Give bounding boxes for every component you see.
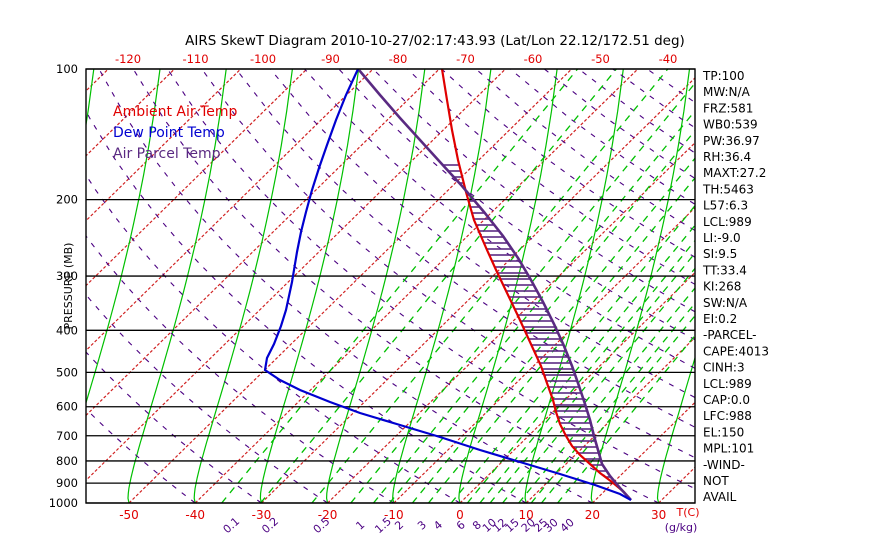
sounding-curves (263, 69, 632, 501)
legend-label-1: Ambient Air Temp (113, 104, 238, 120)
temp-tick-label-bottom: 30 (651, 508, 666, 522)
parameter-line: FRZ:581 (703, 101, 753, 115)
pressure-axis-ticks: 100 200 300 400 500 600 700 800 900 1000 (49, 62, 78, 510)
parameter-line: KI:268 (703, 280, 741, 294)
parameter-line: L57:6.3 (703, 199, 748, 213)
dewpoint-temp-curve (263, 69, 632, 501)
legend-label-3: Air Parcel Temp (113, 146, 221, 162)
parameter-line: AVAIL (703, 490, 737, 504)
pressure-tick-label: 700 (56, 429, 78, 443)
mixing-ratio-tick-label: 1 (353, 518, 367, 532)
temp-tick-label-top: -100 (250, 52, 276, 66)
temp-tick-label-top: -120 (115, 52, 141, 66)
pressure-tick-label: 600 (56, 400, 78, 414)
parameter-line: TT:33.4 (702, 263, 747, 277)
parameter-line: MAXT:27.2 (703, 166, 766, 180)
mixing-ratio-tick-label: 0.1 (221, 515, 243, 536)
temperature-axis-label: T(C) (676, 506, 700, 519)
parameter-line: TP:100 (702, 69, 745, 83)
parameter-line: CAPE:4013 (703, 344, 769, 358)
temp-tick-label-bottom: 10 (519, 508, 534, 522)
temp-tick-label-top: -40 (659, 52, 678, 66)
mixing-ratio-tick-label: 2 (392, 518, 406, 532)
parcel-temp-curve (358, 69, 632, 501)
pressure-tick-label: 900 (56, 476, 78, 490)
page-title: AIRS SkewT Diagram 2010-10-27/02:17:43.9… (185, 33, 685, 49)
temp-tick-label-top: -110 (182, 52, 208, 66)
temp-tick-label-bottom: -40 (185, 508, 205, 522)
parameter-line: LFC:988 (703, 409, 752, 423)
parameter-line: MPL:101 (703, 442, 754, 456)
temp-tick-label-bottom: 0 (456, 508, 464, 522)
mixing-ratio-axis-label: (g/kg) (665, 521, 698, 534)
pressure-tick-label: 100 (56, 62, 78, 76)
parameter-line: LCL:989 (703, 215, 752, 229)
parameter-line: -PARCEL- (703, 328, 757, 342)
ambient-temp-curve (440, 69, 632, 501)
parameter-line: LI:-9.0 (703, 231, 741, 245)
parameter-line: SI:9.5 (703, 247, 737, 261)
parameter-line: RH:36.4 (703, 150, 751, 164)
parameter-panel: TP:100 MW:N/A FRZ:581 WB0:539 PW:36.97 RH:36.… (702, 69, 769, 504)
parameter-line: WB0:539 (703, 118, 758, 132)
parameter-line: CINH:3 (703, 361, 745, 375)
mixing-ratio-lines (221, 69, 695, 503)
parameter-line: MW:N/A (703, 85, 751, 99)
parameter-line: SW:N/A (703, 296, 748, 310)
parameter-line: CAP:0.0 (703, 393, 750, 407)
temp-tick-label-bottom: -30 (252, 508, 272, 522)
isotherm-lines (86, 69, 695, 503)
legend: Ambient Air Temp Dew Point Temp Air Parcel… (113, 104, 238, 162)
pressure-axis-label: PRESSURE (MB) (62, 243, 75, 330)
parameter-line: LCL:989 (703, 377, 752, 391)
plot-frame (85, 68, 696, 504)
temp-tick-label-bottom: -50 (119, 508, 139, 522)
temp-tick-label-top: -80 (389, 52, 408, 66)
parameter-line: EI:0.2 (703, 312, 737, 326)
mixing-ratio-tick-label: 3 (415, 518, 429, 532)
parameter-line: TH:5463 (702, 182, 754, 196)
mixing-ratio-tick-label: 6 (454, 518, 468, 532)
pressure-tick-label: 400 (56, 323, 78, 337)
pressure-tick-label: 800 (56, 454, 78, 468)
temp-tick-label-bottom: 20 (585, 508, 600, 522)
pressure-tick-label: 200 (56, 193, 78, 207)
temp-tick-label-top: -60 (524, 52, 543, 66)
mixing-ratio-tick-label: 4 (431, 518, 445, 532)
parameter-line: PW:36.97 (703, 134, 760, 148)
temp-tick-label-bottom: -20 (318, 508, 338, 522)
mixing-ratio-tick-label: 40 (558, 516, 577, 535)
parameter-line: EL:150 (703, 425, 744, 439)
pressure-tick-label: 1000 (49, 496, 78, 510)
temp-tick-label-top: -90 (321, 52, 340, 66)
parameter-line: NOT (703, 474, 729, 488)
temperature-axis-ticks-bottom: -50 -40 -30 -20 -10 0 10 20 30 (119, 508, 666, 522)
temp-tick-label-top: -50 (591, 52, 610, 66)
temperature-axis-ticks-top: -120 -110 -100 -90 -80 -70 -60 -50 -40 (115, 52, 677, 66)
temp-tick-label-top: -70 (456, 52, 475, 66)
parameter-line: -WIND- (703, 458, 745, 472)
dry-adiabat-lines (86, 69, 695, 503)
cape-shaded-region (440, 160, 631, 500)
pressure-tick-label: 500 (56, 365, 78, 379)
temp-tick-label-bottom: -10 (384, 508, 404, 522)
legend-label-2: Dew Point Temp (113, 125, 225, 141)
pressure-tick-label: 300 (56, 269, 78, 283)
